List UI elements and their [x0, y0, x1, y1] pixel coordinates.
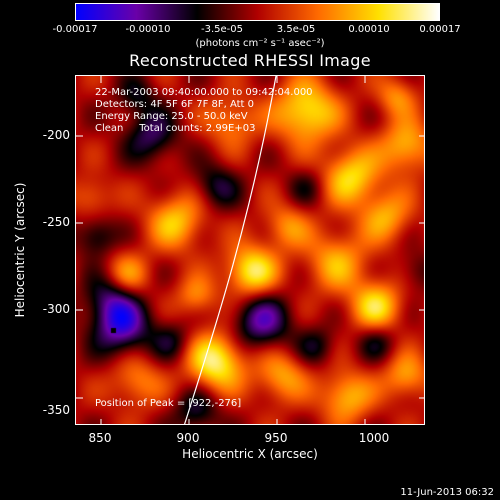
rhessi-image-plot [75, 75, 425, 425]
y-tick-label: -200 [42, 128, 70, 142]
colorbar-tick: 0.00010 [348, 24, 390, 35]
x-tick-label: 1000 [358, 431, 390, 445]
colorbar-tick: -3.5e-05 [201, 24, 243, 35]
colorbar [75, 3, 440, 21]
info-peak-position: Position of Peak = [922,-276] [95, 398, 242, 409]
axis-ticks [76, 76, 424, 424]
timestamp: 11-Jun-2013 06:32 [400, 487, 494, 498]
colorbar-tick: -0.00010 [125, 24, 171, 35]
info-detectors: Detectors: 4F 5F 6F 7F 8F, Att 0 [95, 99, 255, 110]
info-time-range: 22-Mar-2003 09:40:00.000 to 09:42:04.000 [95, 87, 313, 98]
y-axis-label: Heliocentric Y (arcsec) [13, 182, 27, 318]
x-tick-label: 850 [88, 431, 112, 445]
info-clean-counts: Clean Total counts: 2.99E+03 [95, 123, 256, 134]
heatmap-image [76, 76, 424, 424]
y-tick-label: -300 [42, 302, 70, 316]
x-axis-label: Heliocentric X (arcsec) [182, 447, 318, 461]
colorbar-tick: 3.5e-05 [276, 24, 316, 35]
x-tick-label: 950 [264, 431, 288, 445]
colorbar-tick: -0.00017 [52, 24, 98, 35]
colorbar-tick: 0.00017 [419, 24, 461, 35]
info-energy-range: Energy Range: 25.0 - 50.0 keV [95, 111, 248, 122]
image-title: Reconstructed RHESSI Image [129, 51, 371, 70]
colorbar-unit: (photons cm⁻² s⁻¹ asec⁻²) [195, 38, 325, 49]
x-tick-label: 900 [176, 431, 200, 445]
y-tick-label: -250 [42, 215, 70, 229]
solar-limb-line [184, 76, 277, 424]
y-tick-label: -350 [42, 403, 70, 417]
plot-overlay [76, 76, 424, 424]
